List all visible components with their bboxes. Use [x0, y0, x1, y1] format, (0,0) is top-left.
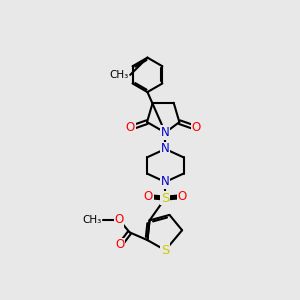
Text: N: N [161, 176, 170, 188]
Text: S: S [161, 244, 170, 257]
Text: O: O [126, 122, 135, 134]
Text: CH₃: CH₃ [109, 70, 129, 80]
Text: N: N [161, 126, 170, 139]
Text: O: O [115, 213, 124, 226]
Text: S: S [161, 192, 170, 205]
Text: CH₃: CH₃ [82, 215, 102, 225]
Text: O: O [191, 122, 201, 134]
Text: O: O [178, 190, 187, 203]
Text: O: O [116, 238, 125, 251]
Text: N: N [161, 142, 170, 155]
Text: O: O [144, 190, 153, 203]
